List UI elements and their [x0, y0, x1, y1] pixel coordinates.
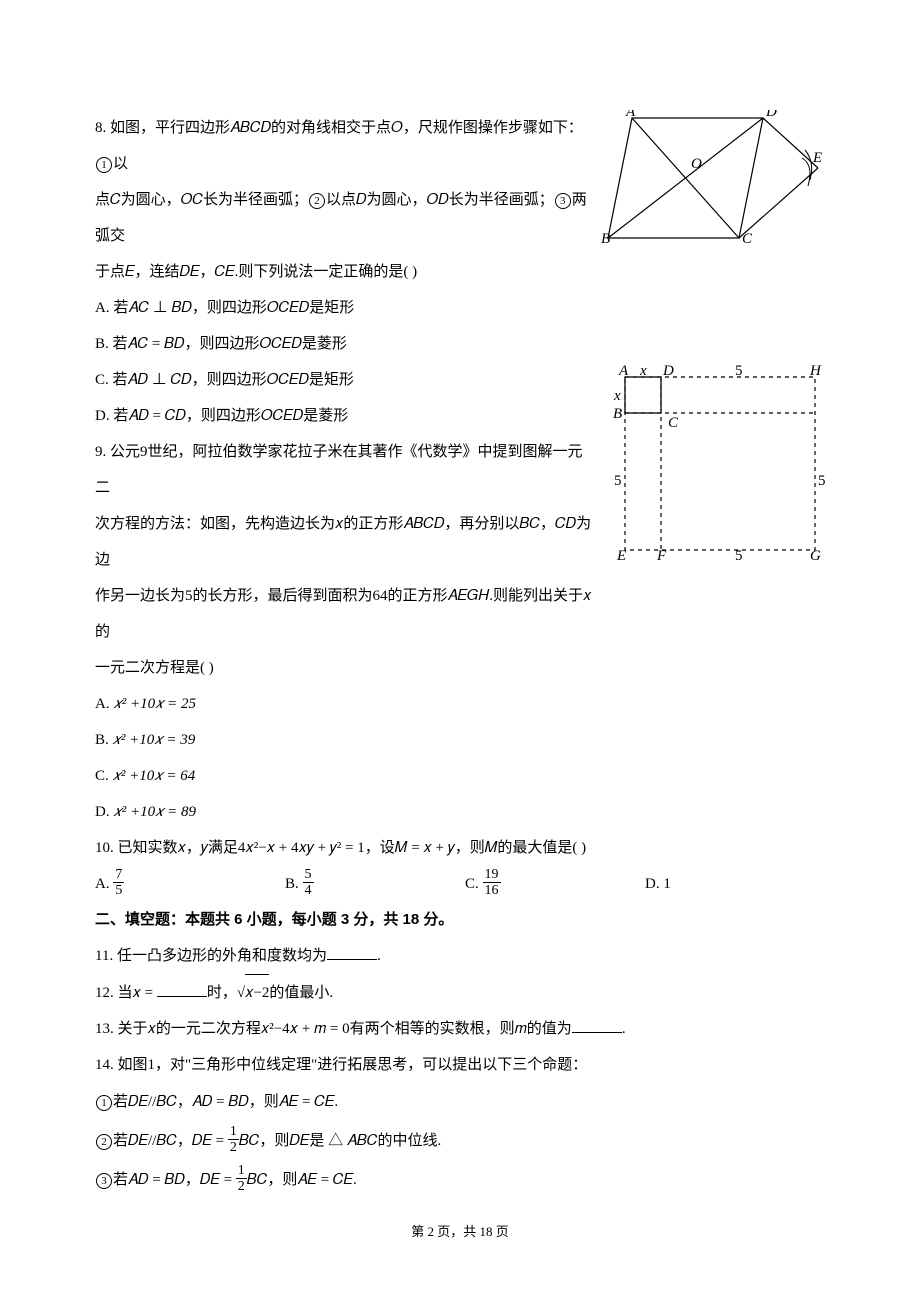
q10-optD: D. 1 — [645, 866, 671, 902]
blank-q13 — [572, 1018, 622, 1033]
dim-5-top: 5 — [735, 365, 743, 379]
q8-stem-l3: 于点𝐸，连结𝐷𝐸，𝐶𝐸.则下列说法一定正确的是( ) — [95, 254, 595, 290]
label-A: A — [625, 110, 636, 120]
q9-l4: 一元二次方程是( ) — [95, 650, 595, 686]
q9-l3: 作另一边长为5的长方形，最后得到面积为64的正方形𝐴𝐸𝐺𝐻.则能列出关于𝑥的 — [95, 578, 595, 650]
q14-c1: 1若𝐷𝐸//𝐵𝐶，𝐴𝐷 = 𝐵𝐷，则𝐴𝐸 = 𝐶𝐸. — [95, 1083, 825, 1122]
label-D: D — [765, 110, 777, 120]
q9-optD: D. 𝑥² +10𝑥 = 89 — [95, 794, 825, 830]
q9-optB: B. 𝑥² +10𝑥 = 39 — [95, 722, 825, 758]
q9-optC: C. 𝑥² +10𝑥 = 64 — [95, 758, 825, 794]
q9-l2: 次方程的方法：如图，先构造边长为𝑥的正方形𝐴𝐵𝐶𝐷，再分别以𝐵𝐶，𝐶𝐷为边 — [95, 506, 595, 578]
q8-stem: 8. 如图，平行四边形𝐴𝐵𝐶𝐷的对角线相交于点𝑂，尺规作图操作步骤如下： 1以 点… — [95, 110, 595, 290]
label-C: C — [668, 415, 679, 431]
q8-l2-mid: 以点𝐷为圆心，𝑂𝐷长为半径画弧； — [326, 192, 554, 208]
q10-options: A. 75 B. 54 C. 1916 D. 1 — [95, 866, 825, 902]
q10-optA: A. 75 — [95, 866, 285, 902]
blank-q11 — [327, 945, 377, 960]
page-footer: 第 2 页，共 18 页 — [0, 1216, 920, 1247]
parallelogram-diagram: A D B C O E — [600, 110, 825, 245]
dim-x-top: x — [639, 365, 647, 379]
label-C: C — [742, 231, 753, 245]
label-A: A — [618, 365, 629, 379]
blank-q12 — [157, 982, 207, 997]
figure-q8: A D B C O E — [600, 110, 825, 259]
q11: 11. 任一凸多边形的外角和度数均为. — [95, 938, 825, 974]
circled-2: 2 — [309, 193, 325, 209]
circled-3: 3 — [555, 193, 571, 209]
q9-l1: 9. 公元9世纪，阿拉伯数学家花拉子米在其著作《代数学》中提到图解一元二 — [95, 434, 595, 506]
square-diagram: A D H B C E F G x x 5 5 5 5 — [600, 365, 825, 560]
q8-stem-l1: 8. 如图，平行四边形𝐴𝐵𝐶𝐷的对角线相交于点𝑂，尺规作图操作步骤如下： — [95, 120, 583, 136]
q10-optC: C. 1916 — [465, 866, 645, 902]
q8-optA: A. 若𝐴𝐶 ⊥ 𝐵𝐷，则四边形𝑂𝐶𝐸𝐷是矩形 — [95, 290, 825, 326]
label-B: B — [601, 231, 610, 245]
q14-c2: 2若𝐷𝐸//𝐵𝐶，𝐷𝐸 = 12𝐵𝐶，则𝐷𝐸是 △ 𝐴𝐵𝐶的中位线. — [95, 1122, 825, 1161]
dim-5-left: 5 — [614, 473, 622, 489]
q10-optB: B. 54 — [285, 866, 465, 902]
q8-optB: B. 若𝐴𝐶 = 𝐵𝐷，则四边形𝑂𝐶𝐸𝐷是菱形 — [95, 326, 825, 362]
q14-stem: 14. 如图1，对"三角形中位线定理"进行拓展思考，可以提出以下三个命题： — [95, 1047, 825, 1083]
label-E: E — [812, 150, 822, 166]
q12: 12. 当𝑥 = 时，√𝑥−2的值最小. — [95, 974, 825, 1011]
dim-x-left: x — [613, 388, 621, 404]
q10-stem: 10. 已知实数𝑥，𝑦满足4𝑥²−𝑥 + 4𝑥𝑦 + 𝑦² = 1，设𝑀 = 𝑥… — [95, 830, 825, 866]
section-2-title: 二、填空题：本题共 6 小题，每小题 3 分，共 18 分。 — [95, 902, 825, 938]
label-H: H — [809, 365, 822, 379]
page-content: A D B C O E A — [95, 110, 825, 1200]
label-D: D — [662, 365, 674, 379]
label-G: G — [810, 548, 821, 560]
figure-q9: A D H B C E F G x x 5 5 5 5 — [600, 365, 825, 574]
label-O: O — [691, 156, 702, 172]
label-F: F — [656, 548, 667, 560]
dim-5-bottom: 5 — [735, 548, 743, 560]
q9-optA: A. 𝑥² +10𝑥 = 25 — [95, 686, 825, 722]
q9-stem: 9. 公元9世纪，阿拉伯数学家花拉子米在其著作《代数学》中提到图解一元二 次方程… — [95, 434, 595, 686]
q14-c3: 3若𝐴𝐷 = 𝐵𝐷，𝐷𝐸 = 12𝐵𝐶，则𝐴𝐸 = 𝐶𝐸. — [95, 1161, 825, 1200]
q8-l1-suffix: 以 — [113, 156, 128, 172]
q8-l2-prefix: 点𝐶为圆心，𝑂𝐶长为半径画弧； — [95, 192, 308, 208]
label-E: E — [616, 548, 626, 560]
dim-5-right: 5 — [818, 473, 825, 489]
label-B: B — [613, 406, 622, 422]
circled-1: 1 — [96, 157, 112, 173]
q13: 13. 关于𝑥的一元二次方程𝑥²−4𝑥 + 𝑚 = 0有两个相等的实数根，则𝑚的… — [95, 1011, 825, 1047]
